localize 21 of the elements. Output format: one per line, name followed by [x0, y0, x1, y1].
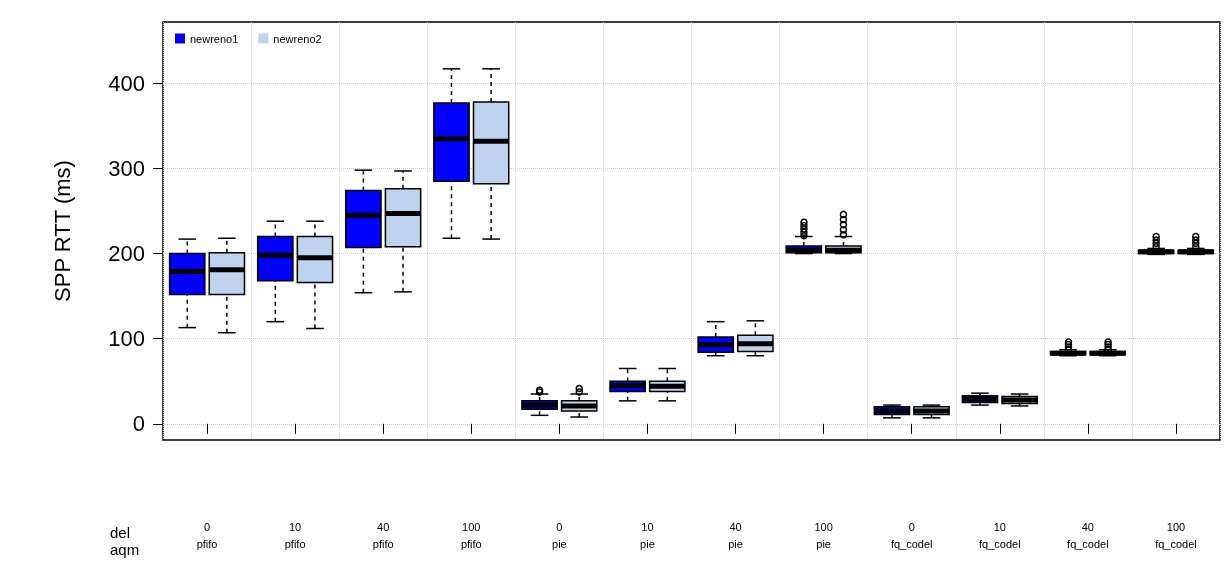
y-tick-label: 0 — [132, 411, 145, 437]
y-tick-label: 100 — [108, 326, 145, 352]
x-tick-label: 10 fq_codel — [978, 520, 1021, 550]
x-tick-label: 100 pie — [814, 520, 833, 550]
x-tick-label: 40 fq_codel — [1067, 520, 1109, 550]
x-axis-title: del aqm — [110, 524, 140, 558]
x-tick-label: 0 pfifo — [196, 520, 218, 550]
x-tick-label: 0 fq_codel — [890, 520, 933, 550]
x-tick-label: 100 fq_codel — [1155, 520, 1197, 550]
x-tick-label: 10 pie — [640, 520, 655, 550]
x-tick-label: 0 pie — [552, 520, 567, 550]
y-tick-label: 200 — [108, 241, 145, 267]
y-tick-label: 300 — [108, 155, 145, 181]
y-axis-title: SPP RTT (ms) — [49, 160, 75, 302]
x-tick-label: 40 pfifo — [372, 520, 394, 550]
x-tick-label: 40 pie — [728, 520, 743, 550]
x-tick-label: 100 pfifo — [460, 520, 482, 550]
legend-label: newreno2 — [273, 32, 322, 45]
legend-label: newreno1 — [190, 32, 239, 45]
y-tick-label: 400 — [108, 70, 145, 96]
x-tick-label: 10 pfifo — [284, 520, 306, 550]
